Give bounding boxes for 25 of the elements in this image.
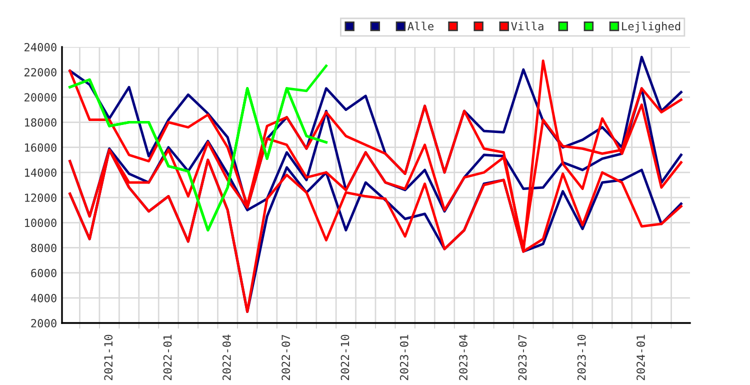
x-tick-label: 2024-01 <box>636 334 645 380</box>
y-tick-label: 12000 <box>25 194 56 202</box>
y-tick-label: 24000 <box>24 43 56 52</box>
y-tick-label: 2000 <box>31 319 56 328</box>
x-tick-label: 2023-07 <box>518 334 527 380</box>
legend-label: Villa <box>511 22 544 30</box>
x-tick-label: 2023-01 <box>400 334 408 380</box>
x-tick-label: 2023-04 <box>459 334 468 380</box>
legend-label: Lejlighed <box>622 22 680 33</box>
y-tick-label: 10000 <box>25 218 56 228</box>
y-tick-label: 22000 <box>24 68 56 76</box>
y-tick-label: 8000 <box>31 244 56 252</box>
x-tick-label: 2021-10 <box>104 334 113 380</box>
y-tick-label: 4000 <box>30 294 56 302</box>
y-tick-label: 20000 <box>24 93 56 102</box>
y-tick-label: 16000 <box>25 143 56 152</box>
x-tick-label: 2022-10 <box>340 334 350 380</box>
y-tick-label: 6000 <box>31 268 56 278</box>
x-tick-label: 2022-07 <box>282 334 290 380</box>
x-tick-label: 2022-04 <box>222 334 231 380</box>
y-tick-label: 14000 <box>25 168 56 177</box>
x-tick-label: 2022-01 <box>163 334 172 380</box>
y-tick-label: 18000 <box>25 118 56 127</box>
x-tick-label: 2023-10 <box>577 334 586 380</box>
legend-label: Alle <box>408 22 434 30</box>
